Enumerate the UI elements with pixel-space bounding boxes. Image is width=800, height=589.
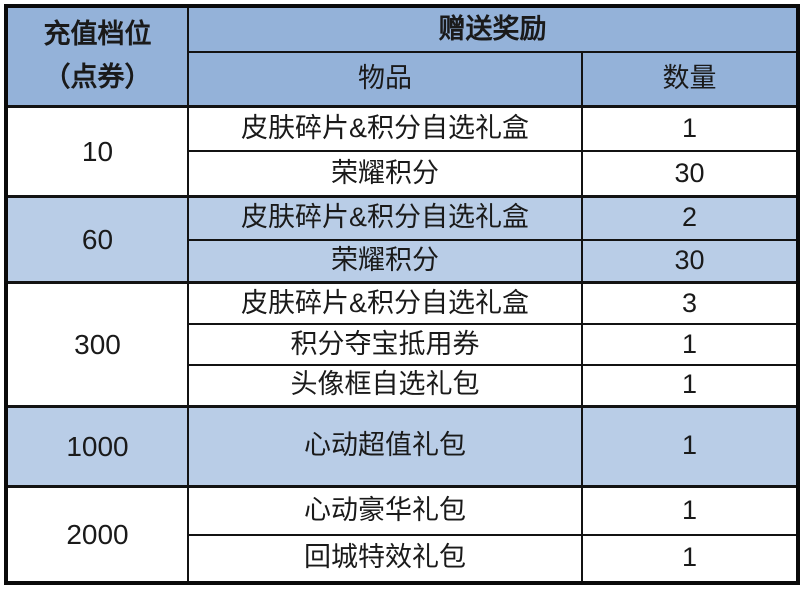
qty-cell: 1: [581, 322, 799, 367]
qty-cell: 1: [581, 363, 799, 408]
tier-cell: 300: [5, 281, 189, 408]
table-body: 10 皮肤碎片&积分自选礼盒 1 荣耀积分 30 60 皮肤碎片&积分自选礼盒 …: [5, 104, 799, 585]
item-cell: 头像框自选礼包: [187, 363, 583, 408]
qty-cell: 1: [581, 484, 799, 536]
qty-cell: 30: [581, 150, 799, 198]
recharge-rewards-table-container: 充值档位 （点券） 赠送奖励 物品 数量 10 皮肤碎片&积分自选礼盒 1 荣耀…: [4, 4, 800, 585]
item-cell: 回城特效礼包: [187, 533, 583, 585]
qty-cell: 1: [581, 404, 799, 488]
column-header-item: 物品: [187, 51, 583, 108]
table-row: 荣耀积分 30: [6, 238, 799, 284]
table-header: 充值档位 （点券） 赠送奖励 物品 数量: [5, 5, 799, 108]
table-row: 头像框自选礼包 1: [6, 363, 799, 408]
tier-cell: 10: [5, 104, 189, 198]
column-header-qty: 数量: [581, 51, 799, 108]
item-cell: 积分夺宝抵用券: [187, 322, 583, 367]
qty-cell: 1: [581, 533, 799, 585]
tier-header-line1: 充值档位: [43, 18, 152, 49]
item-cell: 皮肤碎片&积分自选礼盒: [187, 104, 583, 153]
qty-cell: 2: [581, 194, 799, 241]
column-header-tier: 充值档位 （点券）: [5, 5, 189, 107]
table-row: 10 皮肤碎片&积分自选礼盒 1: [5, 104, 799, 198]
table-row: 回城特效礼包 1: [6, 533, 799, 585]
tier-cell: 60: [5, 194, 189, 284]
table-row: 300 皮肤碎片&积分自选礼盒 3: [5, 281, 799, 408]
item-cell: 心动豪华礼包: [187, 484, 583, 536]
item-cell: 荣耀积分: [187, 238, 583, 284]
tier-cell: 2000: [5, 484, 189, 584]
table-row: 积分夺宝抵用券 1: [6, 322, 799, 367]
recharge-rewards-table: 充值档位 （点券） 赠送奖励 物品 数量 10 皮肤碎片&积分自选礼盒 1 荣耀…: [4, 4, 800, 585]
qty-cell: 30: [581, 238, 799, 284]
table-row: 荣耀积分 30: [6, 150, 799, 198]
table-row: 2000 心动豪华礼包 1: [5, 484, 799, 584]
item-cell: 皮肤碎片&积分自选礼盒: [187, 194, 583, 241]
tier-header-line2: （点券）: [43, 62, 152, 93]
qty-cell: 3: [581, 281, 799, 325]
table-row: 60 皮肤碎片&积分自选礼盒 2: [5, 194, 799, 284]
tier-cell: 1000: [5, 404, 189, 488]
item-cell: 心动超值礼包: [187, 404, 583, 488]
qty-cell: 1: [581, 104, 799, 153]
table-row: 1000 心动超值礼包 1: [5, 404, 799, 488]
column-header-rewards: 赠送奖励: [187, 5, 799, 53]
item-cell: 皮肤碎片&积分自选礼盒: [187, 281, 583, 325]
item-cell: 荣耀积分: [187, 150, 583, 198]
